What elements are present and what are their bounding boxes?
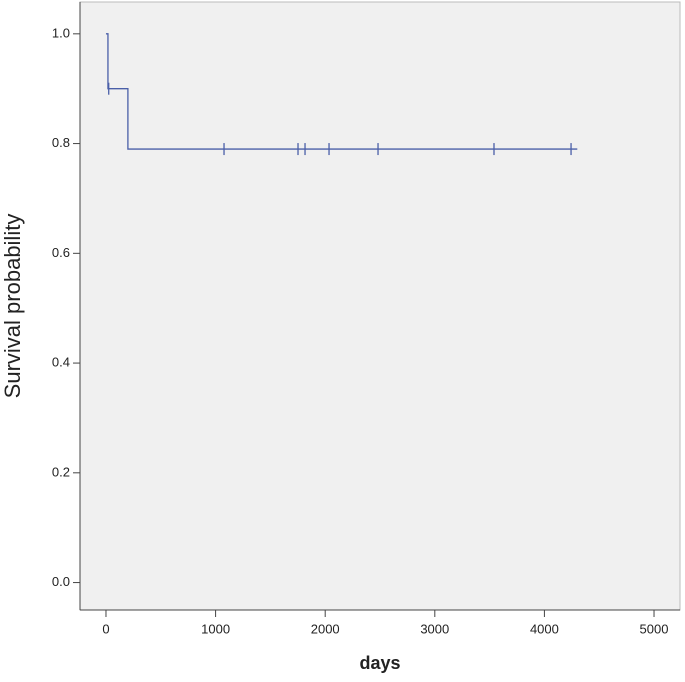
y-tick-label: 1.0 bbox=[52, 25, 70, 40]
x-tick-label: 5000 bbox=[640, 621, 669, 636]
x-tick-label: 3000 bbox=[420, 621, 449, 636]
y-tick-label: 0.6 bbox=[52, 245, 70, 260]
y-tick-label: 0.8 bbox=[52, 135, 70, 150]
x-tick-label: 1000 bbox=[201, 621, 230, 636]
x-tick-label: 2000 bbox=[311, 621, 340, 636]
survival-curve bbox=[105, 33, 578, 150]
y-tick-label: 0.2 bbox=[52, 464, 70, 479]
x-tick-label: 0 bbox=[102, 621, 109, 636]
y-tick-label: 0.0 bbox=[52, 574, 70, 589]
plot-area bbox=[79, 1, 681, 611]
y-tick-label: 0.4 bbox=[52, 355, 70, 370]
y-axis-label: Survival probability bbox=[0, 214, 25, 399]
x-tick-label: 4000 bbox=[530, 621, 559, 636]
x-axis-label: days bbox=[359, 653, 400, 673]
